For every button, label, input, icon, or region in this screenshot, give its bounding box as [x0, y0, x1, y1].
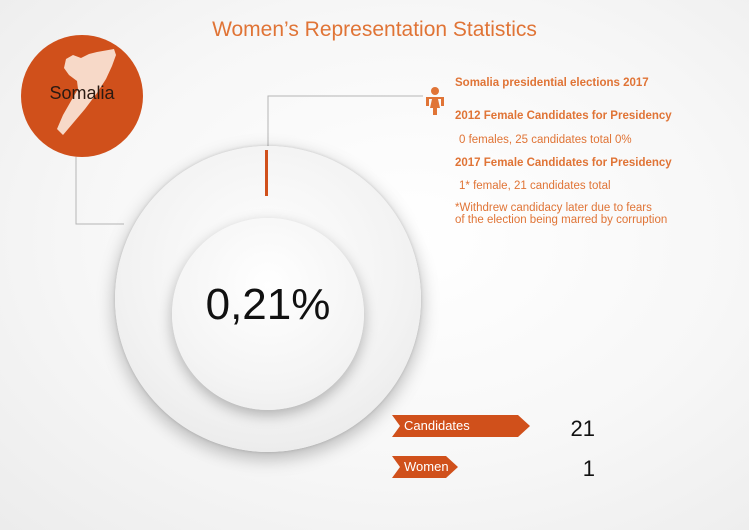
woman-icon	[426, 87, 444, 115]
page-title: Women’s Representation Statistics	[212, 18, 537, 41]
stat-label-candidates: Candidates	[392, 415, 530, 437]
donut-center: 0,21%	[172, 218, 364, 410]
country-name: Somalia	[49, 83, 115, 103]
info-heading: Somalia presidential elections 2017	[455, 77, 649, 89]
center-value-label: 0,21%	[205, 280, 331, 329]
info-2012-detail: 0 females, 25 candidates total 0%	[459, 134, 632, 146]
pie-slice-women	[265, 150, 268, 196]
stat-value-women: 1	[582, 456, 595, 481]
info-2017-detail: 1* female, 21 candidates total	[459, 180, 611, 192]
somalia-map-icon	[57, 49, 116, 135]
info-note-line1: *Withdrew candidacy later due to fears	[455, 202, 652, 214]
stat-label-women: Women	[392, 456, 458, 478]
country-badge: Somalia	[21, 35, 143, 157]
donut-chart: 0,21%	[115, 146, 421, 452]
info-note-line2: of the election being marred by corrupti…	[455, 214, 668, 226]
info-2012-heading: 2012 Female Candidates for Presidency	[455, 110, 672, 122]
info-2017-heading: 2017 Female Candidates for Presidency	[455, 157, 672, 169]
stat-value-candidates: 21	[570, 416, 595, 441]
